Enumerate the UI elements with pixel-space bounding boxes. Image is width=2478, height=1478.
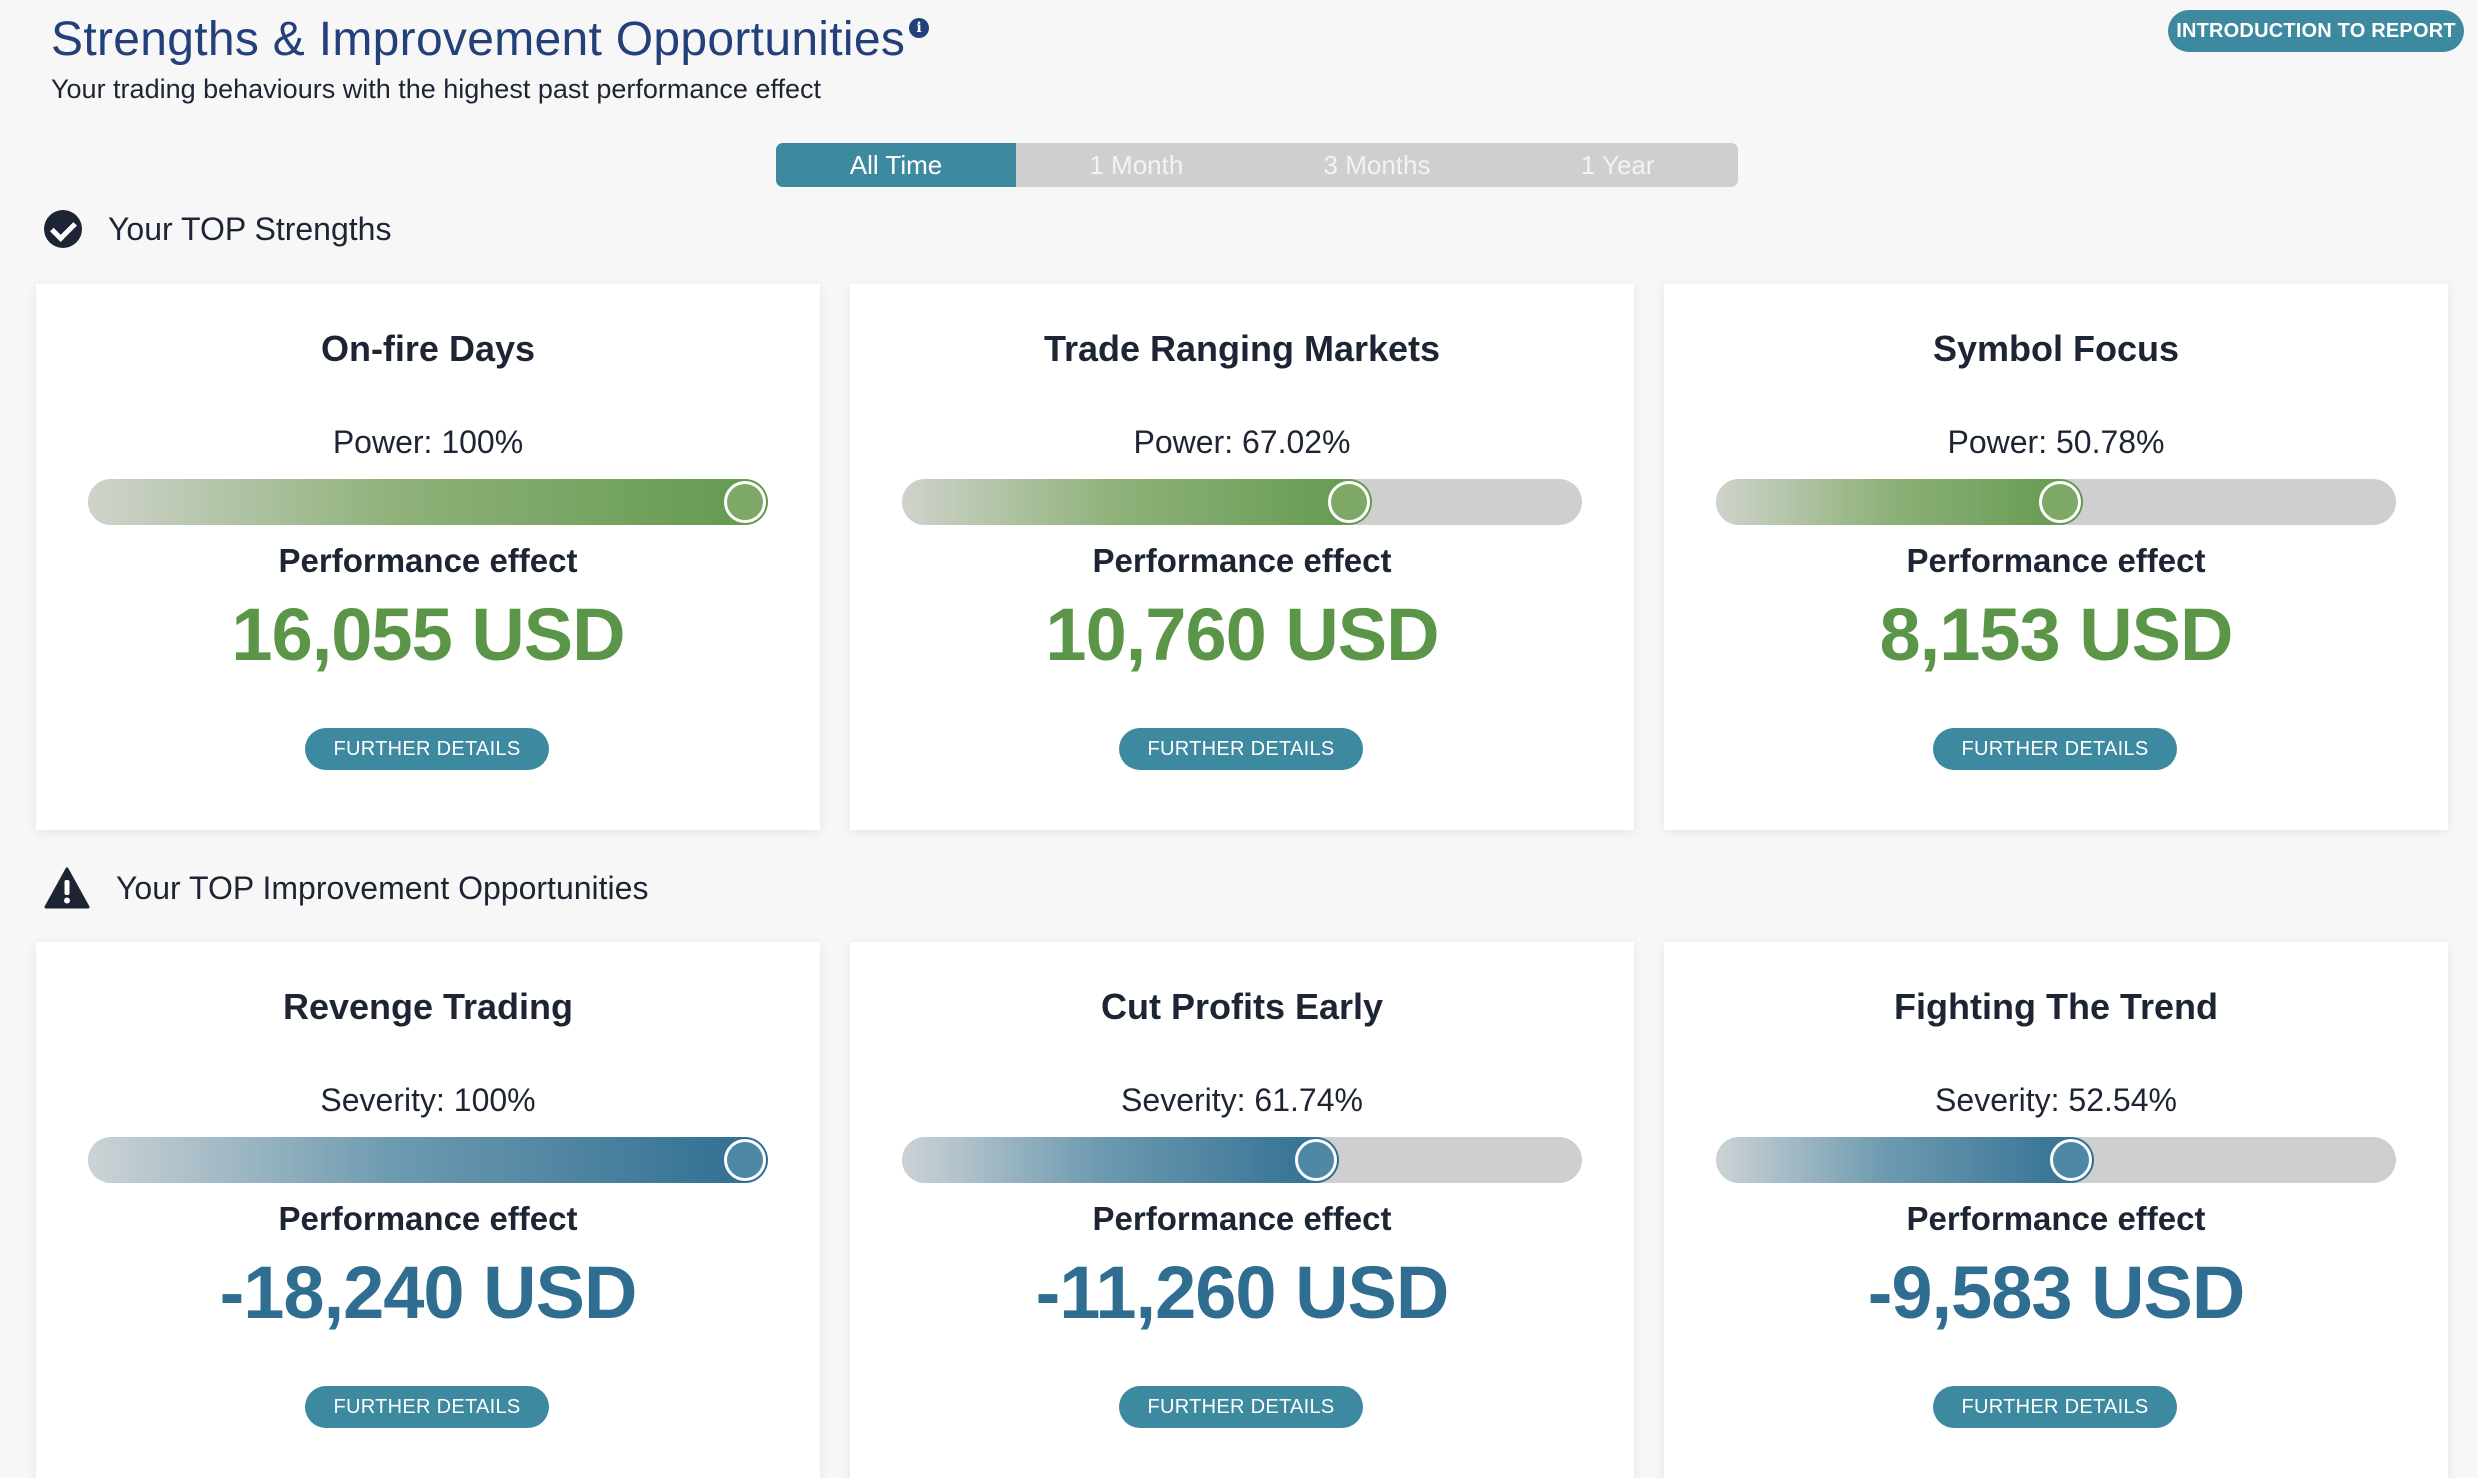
performance-effect-label: Performance effect bbox=[278, 1200, 578, 1237]
severity-label: Severity: 52.54% bbox=[1935, 1082, 2177, 1118]
further-details-button[interactable]: FURTHER DETAILS bbox=[1119, 1386, 1363, 1428]
severity-bar bbox=[902, 1137, 1582, 1183]
power-bar-fill bbox=[1716, 479, 2083, 525]
further-details-button[interactable]: FURTHER DETAILS bbox=[1933, 728, 2177, 770]
severity-bar bbox=[1716, 1137, 2396, 1183]
improvement-card: Revenge Trading Severity: 100% Performan… bbox=[36, 942, 820, 1478]
warning-icon bbox=[44, 867, 90, 909]
card-title: On-fire Days bbox=[320, 328, 536, 369]
severity-bar-knob bbox=[2050, 1139, 2093, 1181]
further-details-button[interactable]: FURTHER DETAILS bbox=[305, 1386, 549, 1428]
improvement-card: Cut Profits Early Severity: 61.74% Perfo… bbox=[850, 942, 1634, 1478]
info-icon[interactable]: i bbox=[909, 18, 930, 38]
tab-1-year[interactable]: 1 Year bbox=[1580, 150, 1655, 180]
strengths-heading-text: Your TOP Strengths bbox=[108, 210, 392, 247]
power-bar-fill bbox=[902, 479, 1373, 525]
card-title: Cut Profits Early bbox=[1100, 986, 1384, 1027]
further-details-button[interactable]: FURTHER DETAILS bbox=[305, 728, 549, 770]
power-label: Power: 67.02% bbox=[1133, 424, 1351, 460]
performance-effect-value: 10,760 USD bbox=[1045, 593, 1439, 676]
power-bar-knob bbox=[2038, 481, 2081, 523]
severity-bar-knob bbox=[1294, 1139, 1337, 1181]
power-label: Power: 50.78% bbox=[1947, 424, 2165, 460]
severity-label: Severity: 100% bbox=[320, 1082, 536, 1118]
strength-card: Symbol Focus Power: 50.78% Performance e… bbox=[1664, 284, 2448, 830]
page-title: Strengths & Improvement Opportunities i bbox=[51, 12, 930, 67]
performance-effect-label: Performance effect bbox=[1906, 1200, 2206, 1237]
performance-effect-label: Performance effect bbox=[1906, 542, 2206, 579]
performance-effect-value: 16,055 USD bbox=[231, 593, 625, 676]
performance-effect-label: Performance effect bbox=[1092, 542, 1392, 579]
strength-card: On-fire Days Power: 100% Performance eff… bbox=[36, 284, 820, 830]
performance-effect-value: -9,583 USD bbox=[1867, 1251, 2246, 1334]
further-details-button[interactable]: FURTHER DETAILS bbox=[1933, 1386, 2177, 1428]
introduction-to-report-button[interactable]: INTRODUCTION TO REPORT bbox=[2168, 10, 2464, 52]
card-title: Symbol Focus bbox=[1932, 328, 2180, 369]
severity-bar bbox=[88, 1137, 768, 1183]
severity-bar-fill bbox=[902, 1137, 1339, 1183]
power-bar-knob bbox=[1328, 481, 1371, 523]
power-bar-fill bbox=[88, 479, 768, 525]
tab-all-time[interactable]: All Time bbox=[776, 143, 1016, 187]
severity-label: Severity: 61.74% bbox=[1121, 1082, 1363, 1118]
card-title: Trade Ranging Markets bbox=[1043, 328, 1441, 369]
performance-effect-value: 8,153 USD bbox=[1879, 593, 2234, 676]
power-label: Power: 100% bbox=[332, 424, 524, 460]
tab-1-month[interactable]: 1 Month bbox=[1089, 150, 1184, 180]
performance-effect-label: Performance effect bbox=[278, 542, 578, 579]
power-bar bbox=[1716, 479, 2396, 525]
card-title: Fighting The Trend bbox=[1894, 986, 2218, 1027]
page-subtitle: Your trading behaviours with the highest… bbox=[51, 74, 821, 104]
severity-bar-fill bbox=[88, 1137, 768, 1183]
performance-effect-value: -11,260 USD bbox=[1035, 1251, 1450, 1334]
tab-3-months[interactable]: 3 Months bbox=[1323, 150, 1431, 180]
further-details-button[interactable]: FURTHER DETAILS bbox=[1119, 728, 1363, 770]
performance-effect-label: Performance effect bbox=[1092, 1200, 1392, 1237]
power-bar bbox=[88, 479, 768, 525]
severity-bar-knob bbox=[724, 1139, 766, 1181]
severity-bar-fill bbox=[1716, 1137, 2095, 1183]
power-bar bbox=[902, 479, 1582, 525]
power-bar-knob bbox=[724, 481, 766, 523]
improvements-heading: Your TOP Improvement Opportunities bbox=[44, 867, 648, 909]
period-tabs: All Time 1 Month 3 Months 1 Year bbox=[776, 143, 1738, 187]
strength-card: Trade Ranging Markets Power: 67.02% Perf… bbox=[850, 284, 1634, 830]
page-title-text: Strengths & Improvement Opportunities bbox=[51, 13, 906, 66]
improvements-heading-text: Your TOP Improvement Opportunities bbox=[116, 869, 649, 906]
performance-effect-value: -18,240 USD bbox=[219, 1251, 638, 1334]
check-circle-icon bbox=[44, 210, 82, 248]
improvement-card: Fighting The Trend Severity: 52.54% Perf… bbox=[1664, 942, 2448, 1478]
card-title: Revenge Trading bbox=[282, 986, 574, 1027]
strengths-heading: Your TOP Strengths bbox=[44, 210, 391, 248]
